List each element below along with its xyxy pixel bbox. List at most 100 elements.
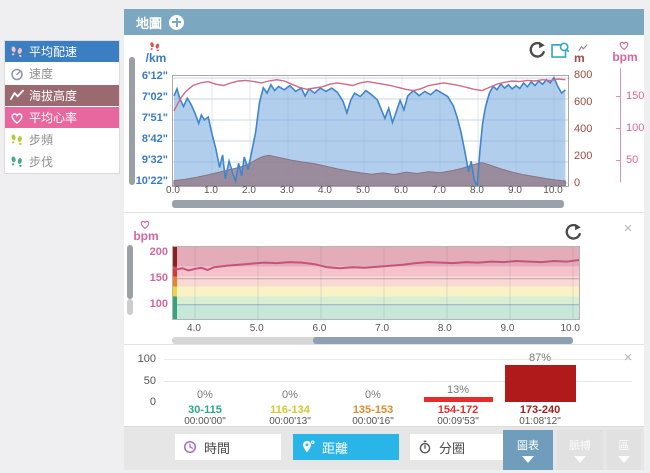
elevation-zigzag-icon <box>578 44 588 52</box>
view-button-1[interactable]: 脈搏 <box>557 430 603 470</box>
elevation-axis-icon-wrap <box>576 40 590 52</box>
view-button-0[interactable]: 圖表 <box>503 430 553 470</box>
hr-tick-label: 50 <box>626 154 639 166</box>
x-axis-mode-distance[interactable]: 距離 <box>293 434 399 460</box>
add-metric-icon[interactable] <box>169 14 185 30</box>
heart-icon <box>11 112 23 124</box>
zone-time-label: 00:00'00" <box>184 416 226 427</box>
mid-chart-x-tick: 7.0 <box>375 323 390 334</box>
view-button-label: 圖表 <box>517 440 539 452</box>
zoom-select-icon <box>551 42 570 58</box>
clock-icon <box>183 440 197 454</box>
pace-chart-plot[interactable] <box>172 75 569 189</box>
sidebar-item-label: 速度 <box>29 67 54 81</box>
top-chart-x-tick: 8.0 <box>470 185 484 196</box>
footprints-icon <box>150 42 160 52</box>
top-chart-x-tick: 6.0 <box>394 185 408 196</box>
mid-hr-tick-label: 100 <box>149 298 168 310</box>
top-chart-horizontal-scrollbar[interactable] <box>172 200 564 208</box>
sidebar-item-stride[interactable]: 步伐 <box>5 151 119 172</box>
pace-tick-label: 7'02" <box>141 91 168 103</box>
heart-icon <box>619 41 629 50</box>
top-chart-x-tick: 0.0 <box>166 185 180 196</box>
zones-y-tick-label: 50 <box>143 375 156 387</box>
sidebar-item-label: 步頻 <box>29 133 54 147</box>
zones-y-tick-label: 100 <box>137 353 156 365</box>
zones-y-tick-label: 0 <box>149 396 156 408</box>
zones-close-icon[interactable]: × <box>623 349 633 366</box>
pace-tick-label: 9'32" <box>141 154 168 166</box>
zone-range-label: 116-134 <box>270 404 310 416</box>
mid-chart-x-tick: 9.0 <box>500 323 515 334</box>
reset-zoom-button[interactable] <box>527 41 545 59</box>
hr-tick-label: 100 <box>626 122 645 134</box>
mid-chart-x-tick: 8.0 <box>437 323 452 334</box>
zone-time-label: 00:09'53" <box>437 416 479 427</box>
hr-detail-plot[interactable] <box>172 246 580 320</box>
elevation-tick-label: 600 <box>574 96 593 108</box>
zones-gridline-100 <box>164 359 632 360</box>
zone-bar-173-240 <box>504 365 576 402</box>
mid-chart-vertical-scrollbar-track[interactable] <box>127 299 133 315</box>
x-axis-mode-lap[interactable]: 分圈 <box>410 434 516 460</box>
sidebar-item-cadence[interactable]: 步頻 <box>5 129 119 150</box>
zone-range-label: 154-172 <box>437 404 479 416</box>
mid-chart-scrollbar-thumb[interactable] <box>313 337 573 344</box>
zoom-select-button[interactable] <box>551 41 570 59</box>
zone-time-label: 00:00'16" <box>352 416 394 427</box>
top-chart-x-tick: 5.0 <box>356 185 370 196</box>
heart-rate-chart-panel: bpm 200 150 100 4.0 5.0 6.0 7.0 8.0 9.0 10.0 × <box>124 212 644 344</box>
zone-range-label: 173-240 <box>519 404 561 416</box>
hr-axis-unit: bpm <box>612 50 638 64</box>
zone-bar-154-172 <box>423 397 493 402</box>
elevation-tick-label: 800 <box>574 69 593 81</box>
mid-chart-x-tick: 10.0 <box>560 323 580 334</box>
hr-axis-icon-wrap <box>618 38 630 50</box>
mid-hr-tick-label: 150 <box>149 272 168 284</box>
chevron-down-icon <box>522 456 534 463</box>
mid-hr-unit: bpm <box>133 229 159 243</box>
top-chart-x-tick: 3.0 <box>280 185 294 196</box>
sidebar-item-avg-hr[interactable]: 平均心率 <box>5 107 119 128</box>
x-axis-mode-time[interactable]: 時間 <box>175 434 281 460</box>
top-chart-x-tick: 4.0 <box>318 185 332 196</box>
mid-chart-reset-button[interactable] <box>563 223 581 241</box>
pace-axis-unit: /km <box>145 51 167 65</box>
top-chart-x-tick: 1.0 <box>204 185 218 196</box>
sidebar-item-avg-pace[interactable]: 平均配速 <box>5 41 119 62</box>
reset-icon <box>565 223 581 240</box>
zone-time-label: 01:08'12" <box>519 416 561 427</box>
pace-tick-label: 10'22" <box>135 175 168 187</box>
hr-tick-label: 150 <box>626 90 645 102</box>
sidebar-item-label: 步伐 <box>29 155 54 169</box>
top-chart-x-tick: 2.0 <box>242 185 256 196</box>
sidebar-item-label: 平均心率 <box>29 111 78 125</box>
footprints-icon <box>11 133 22 145</box>
footprints-icon <box>11 155 22 167</box>
axis-button-label: 時間 <box>204 440 231 456</box>
pace-chart-panel: /km 6'12" 7'02" 7'51" 8'42" 9'32" 10'22" 0.0 1.0… <box>124 35 644 212</box>
sidebar-item-elevation[interactable]: 海拔高度 <box>5 85 119 106</box>
sidebar-item-label: 海拔高度 <box>29 89 78 103</box>
hr-detail-svg <box>172 247 580 319</box>
chevron-down-icon <box>618 456 630 463</box>
top-chart-vertical-scrollbar[interactable] <box>129 57 135 185</box>
sidebar-item-speed[interactable]: 速度 <box>5 63 119 84</box>
view-button-label: 區 <box>618 440 630 452</box>
mid-chart-x-tick: 5.0 <box>249 323 264 334</box>
elevation-zigzag-icon <box>10 89 24 100</box>
mid-chart-close-icon[interactable]: × <box>623 220 633 237</box>
footprints-icon <box>11 45 22 57</box>
stopwatch-icon <box>419 440 431 454</box>
zone-pct-label: 87% <box>528 352 552 364</box>
view-button-2[interactable]: 區 <box>607 430 641 470</box>
elevation-axis-unit: m <box>574 51 585 65</box>
pace-tick-label: 6'12" <box>141 70 168 82</box>
mid-chart-vertical-scrollbar[interactable] <box>127 245 133 299</box>
metrics-sidebar: 平均配速速度海拔高度平均心率步頻步伐 <box>4 40 120 174</box>
axis-button-label: 分圈 <box>439 440 466 456</box>
zone-pct-label: 0% <box>282 389 298 401</box>
map-header-bar[interactable]: 地圖 <box>124 9 644 35</box>
mid-chart-x-tick: 4.0 <box>187 323 201 334</box>
